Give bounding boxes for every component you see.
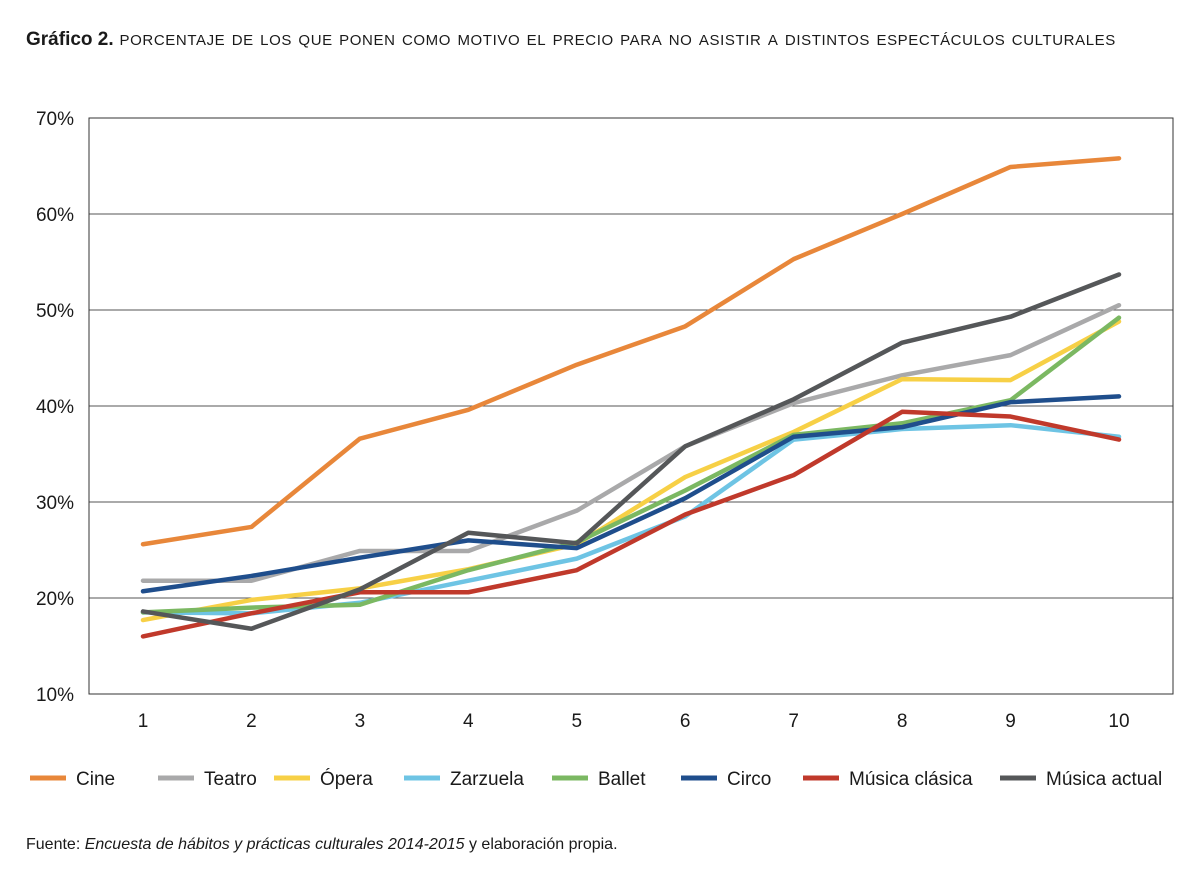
legend-label: Cine <box>76 769 115 790</box>
series-line-ballet <box>140 315 1122 615</box>
chart-title: Gráfico 2. Porcentaje de los que ponen c… <box>26 24 1176 55</box>
source-prefix: Fuente: <box>26 836 81 853</box>
chart-title-lead: Gráfico 2. <box>26 29 114 50</box>
plot-frame <box>88 117 1174 695</box>
y-tick-label: 10% <box>36 685 74 706</box>
x-tick-label: 4 <box>463 711 474 732</box>
y-tick-label: 60% <box>36 205 74 226</box>
y-tick-label: 40% <box>36 397 74 418</box>
legend-label: Música clásica <box>849 769 973 790</box>
x-tick-label: 1 <box>138 711 149 732</box>
x-tick-label: 5 <box>571 711 582 732</box>
x-tick-label: 10 <box>1108 711 1129 732</box>
source-suffix: y elaboración propia. <box>468 836 618 853</box>
x-axis-ticks: 1 2 3 4 5 6 7 8 9 10 <box>138 711 1130 732</box>
x-tick-label: 6 <box>680 711 691 732</box>
legend-label: Zarzuela <box>450 769 524 790</box>
x-tick-label: 3 <box>355 711 366 732</box>
y-tick-label: 70% <box>36 109 74 130</box>
series-line-música-actual <box>140 272 1122 631</box>
y-tick-label: 50% <box>36 301 74 322</box>
legend-label: Circo <box>727 769 771 790</box>
x-tick-label: 7 <box>788 711 799 732</box>
legend-label: Teatro <box>204 769 257 790</box>
series-lines <box>140 156 1122 639</box>
legend-label: Ballet <box>598 769 646 790</box>
y-tick-label: 20% <box>36 589 74 610</box>
source-title: Encuesta de hábitos y prácticas cultural… <box>84 836 465 853</box>
series-line-música-clásica <box>140 409 1122 639</box>
y-tick-label: 30% <box>36 493 74 514</box>
legend-label: Música actual <box>1046 769 1162 790</box>
y-axis-ticks: 10% 20% 30% 40% 50% 60% 70% <box>36 109 74 706</box>
series-line-zarzuela <box>140 422 1122 616</box>
x-tick-label: 8 <box>897 711 908 732</box>
x-tick-label: 2 <box>246 711 257 732</box>
source-note: Fuente: Encuesta de hábitos y prácticas … <box>26 836 618 854</box>
x-tick-label: 9 <box>1005 711 1016 732</box>
series-line-ópera <box>140 319 1122 623</box>
legend-label: Ópera <box>320 768 373 790</box>
legend: Cine Teatro Ópera Zarzuela Ballet Circo Música… <box>30 768 1162 790</box>
chart-title-text: Porcentaje de los que ponen como motivo … <box>119 27 1116 50</box>
series-line-cine <box>140 156 1122 547</box>
